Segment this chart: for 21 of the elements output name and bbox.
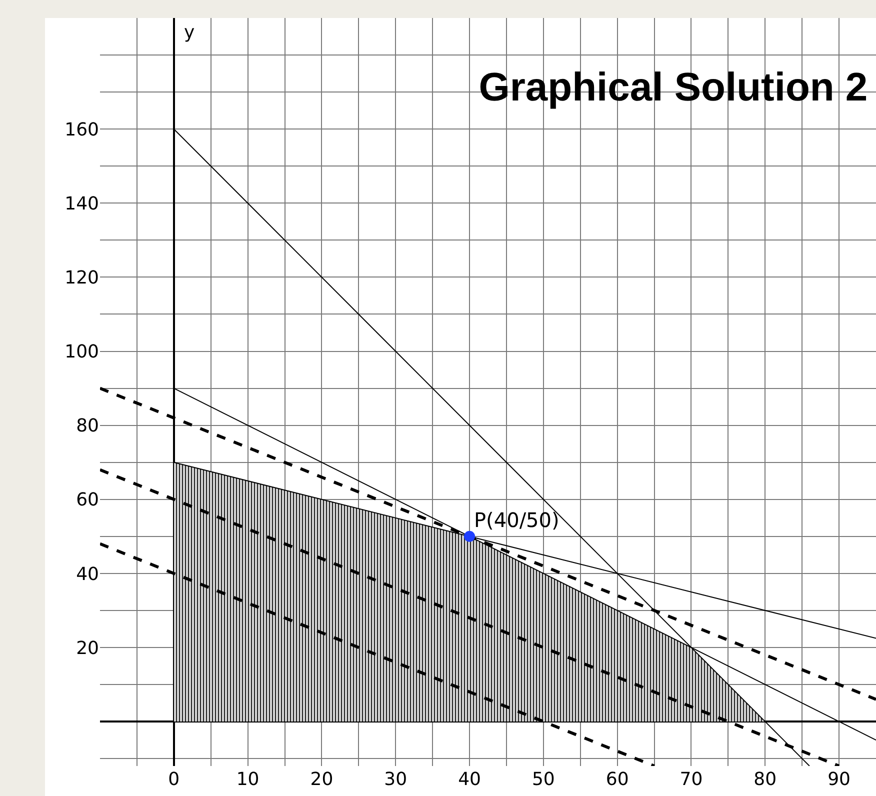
x-tick-label: 0 — [168, 769, 180, 790]
x-tick-label: 90 — [828, 769, 851, 790]
x-tick-label: 30 — [384, 769, 408, 790]
annotation: P(40/50) — [474, 508, 560, 532]
x-tick-label: 60 — [606, 769, 629, 790]
y-tick-label: 60 — [76, 490, 99, 511]
y-tick-label: 140 — [64, 193, 99, 214]
x-tick-label: 20 — [310, 769, 334, 790]
y-tick-label: 40 — [76, 564, 99, 585]
y-axis-title: y — [184, 22, 195, 43]
x-tick-label: 10 — [236, 769, 260, 790]
x-tick-label: 70 — [680, 769, 703, 790]
y-tick-label: 120 — [64, 268, 99, 289]
y-tick-label: 100 — [64, 342, 99, 363]
x-tick-label: 40 — [458, 769, 481, 790]
x-tick-label: 50 — [532, 769, 555, 790]
y-tick-label: 20 — [76, 638, 99, 659]
y-tick-label: 80 — [76, 416, 99, 437]
x-tick-label: 80 — [754, 769, 777, 790]
y-tick-label: 160 — [64, 119, 99, 140]
text: Graphical Solution 2 — [478, 65, 868, 110]
